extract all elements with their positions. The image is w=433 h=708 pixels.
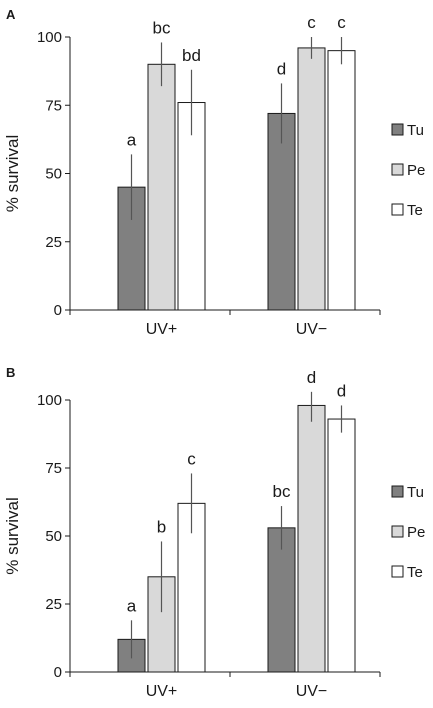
legend-swatch-pe (391, 163, 404, 176)
y-axis-label: % survival (3, 497, 22, 574)
category-label-0: UV+ (146, 321, 178, 338)
legend-label-pe: Pe (407, 162, 425, 179)
y-tick-label: 0 (54, 302, 62, 319)
y-tick-label: 75 (45, 97, 62, 114)
sig-label-pe-0: b (157, 517, 166, 536)
sig-label-tu-1: d (277, 59, 286, 78)
y-tick-label: 100 (37, 392, 62, 409)
panel-label: A (6, 7, 16, 22)
legend-swatch-tu (391, 485, 404, 498)
legend-swatch-te (391, 565, 404, 578)
sig-label-pe-1: d (307, 368, 316, 387)
y-axis-label: % survival (3, 135, 22, 212)
legend-label-te: Te (407, 202, 423, 219)
legend-swatch-te (391, 203, 404, 216)
sig-label-te-0: bd (182, 46, 201, 65)
bar-pe-1 (297, 47, 326, 311)
category-label-0: UV+ (146, 683, 178, 700)
bar-tu-1 (267, 527, 296, 673)
sig-label-tu-0: a (127, 130, 137, 149)
legend-swatch-tu (391, 123, 404, 136)
sig-label-te-1: c (337, 13, 346, 32)
y-tick-label: 25 (45, 596, 62, 613)
sig-label-pe-0: bc (153, 18, 171, 37)
legend-label-pe: Pe (407, 524, 425, 541)
panel-label: B (6, 365, 15, 380)
y-tick-label: 100 (37, 29, 62, 46)
y-tick-label: 50 (45, 528, 62, 545)
bar-te-1 (327, 418, 356, 673)
sig-label-te-0: c (187, 449, 196, 468)
bar-pe-1 (297, 404, 326, 673)
legend-label-te: Te (407, 564, 423, 581)
legend-label-tu: Tu (407, 484, 424, 501)
legend-swatch-pe (391, 525, 404, 538)
y-tick-label: 75 (45, 460, 62, 477)
y-tick-label: 0 (54, 664, 62, 681)
sig-label-pe-1: c (307, 13, 316, 32)
y-tick-label: 25 (45, 234, 62, 251)
bar-tu-1 (267, 112, 296, 311)
bar-pe-0 (147, 63, 176, 311)
y-tick-label: 50 (45, 166, 62, 183)
category-label-1: UV− (296, 321, 328, 338)
bar-te-1 (327, 50, 356, 311)
sig-label-te-1: d (337, 381, 346, 400)
category-label-1: UV− (296, 683, 328, 700)
legend-label-tu: Tu (407, 122, 424, 139)
sig-label-tu-0: a (127, 596, 137, 615)
sig-label-tu-1: bc (273, 482, 291, 501)
